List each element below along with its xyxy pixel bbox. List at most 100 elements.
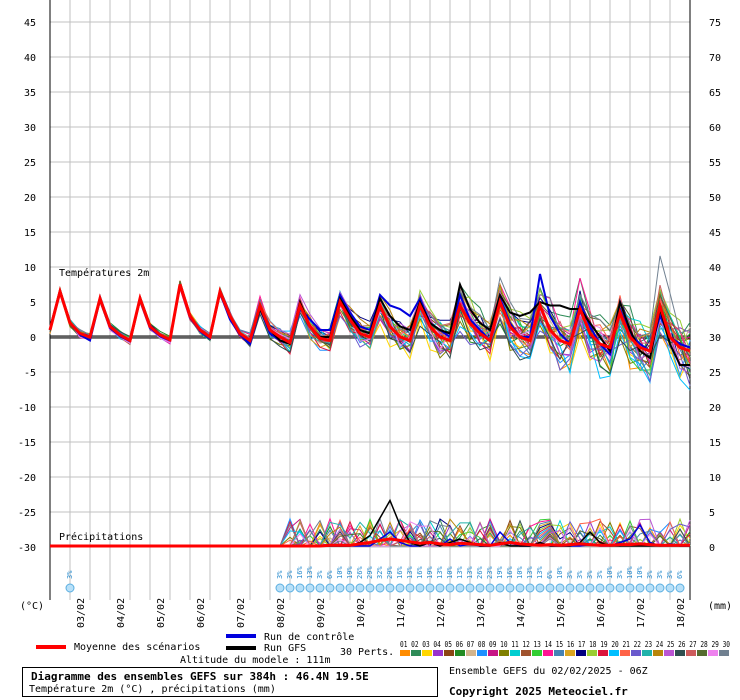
precip-probability-label: 3% [66, 570, 74, 579]
precip-probability-marker [335, 583, 345, 593]
precip-probability-marker [305, 583, 315, 593]
precip-probability-label: 10% [606, 566, 614, 579]
left-tick-label: 40 [24, 53, 36, 64]
legend-pert-swatch [697, 650, 707, 656]
precip-probability-marker [435, 583, 445, 593]
precip-probability-label: 3% [586, 570, 594, 579]
grid [49, 0, 691, 600]
precip-probability-label: 19% [496, 566, 504, 579]
precip-probability-marker [485, 583, 495, 593]
left-tick-label: -30 [18, 543, 36, 554]
precip-probability-marker [415, 583, 425, 593]
right-axis-unit: (mm) [708, 601, 732, 612]
x-date-label: 09/02 [316, 598, 327, 628]
legend-pert-swatches [400, 650, 729, 656]
x-date-label: 17/02 [636, 598, 647, 628]
precip-probability-label: 3% [576, 570, 584, 579]
precip-probability-label: 6% [326, 570, 334, 579]
x-date-label: 06/02 [196, 598, 207, 628]
precip-probability-label: 13% [456, 566, 464, 579]
right-tick-label: 10 [709, 473, 721, 484]
x-axis-date-labels: 03/02 04/02 05/02 06/02 07/02 08/02 09/02 10/02… [76, 598, 687, 628]
precip-probability-marker [275, 583, 285, 593]
run-info: Ensemble GEFS du 02/02/2025 - 06Z [449, 666, 648, 677]
precip-probability-marker [395, 583, 405, 593]
right-tick-label: 65 [709, 88, 721, 99]
legend-pert-swatch [477, 650, 487, 656]
x-date-label: 08/02 [276, 598, 287, 628]
precip-probability-marker [465, 583, 475, 593]
right-tick-label: 50 [709, 193, 721, 204]
left-tick-label: 10 [24, 263, 36, 274]
right-tick-label: 35 [709, 298, 721, 309]
chart-title: Diagramme des ensembles GEFS sur 384h : … [31, 670, 369, 683]
precip-probability-marker [565, 583, 575, 593]
chart-title-box: Diagramme des ensembles GEFS sur 384h : … [22, 667, 438, 697]
legend-pert-swatch [532, 650, 542, 656]
left-tick-label: 15 [24, 228, 36, 239]
left-axis-unit: (°C) [20, 601, 44, 612]
precip-probability-marker [525, 583, 535, 593]
precip-probability-marker [675, 583, 685, 593]
precip-probability-row: 3% 3% 3% 16% 13% 3% 6% 10% 19% 26% 29% 32% 29% 16% 13%… [65, 566, 685, 593]
precip-probability-label: 3% [596, 570, 604, 579]
legend-pert-swatch [576, 650, 586, 656]
precip-probability-marker [455, 583, 465, 593]
precip-probability-label: 10% [626, 566, 634, 579]
precip-probability-marker [405, 583, 415, 593]
right-tick-label: 25 [709, 368, 721, 379]
precip-probability-label: 6% [546, 570, 554, 579]
left-tick-label: 35 [24, 88, 36, 99]
x-date-label: 16/02 [596, 598, 607, 628]
legend-pert-swatch [686, 650, 696, 656]
legend-pert-swatch [664, 650, 674, 656]
precip-probability-marker [375, 583, 385, 593]
precip-probability-label: 26% [476, 566, 484, 579]
precip-probability-marker [635, 583, 645, 593]
precip-probability-marker [625, 583, 635, 593]
precip-probability-marker [645, 583, 655, 593]
legend-pert-swatch [554, 650, 564, 656]
precip-probability-label: 16% [296, 566, 304, 579]
precip-probability-label: 3% [616, 570, 624, 579]
x-date-label: 12/02 [436, 598, 447, 628]
right-tick-label: 75 [709, 18, 721, 29]
x-date-label: 05/02 [156, 598, 167, 628]
right-tick-label: 60 [709, 123, 721, 134]
legend-pert-swatch [510, 650, 520, 656]
precip-probability-label: 13% [406, 566, 414, 579]
left-tick-label: -15 [18, 438, 36, 449]
precip-probability-label: 32% [376, 566, 384, 579]
precip-probability-marker [345, 583, 355, 593]
x-date-label: 18/02 [676, 598, 687, 628]
precip-probability-label: 16% [416, 566, 424, 579]
section-label-precipitation: Précipitations [59, 531, 143, 543]
left-tick-label: 25 [24, 158, 36, 169]
left-tick-label: 30 [24, 123, 36, 134]
precip-probability-marker [295, 583, 305, 593]
precip-probability-label: 29% [386, 566, 394, 579]
legend-pert-swatch [455, 650, 465, 656]
x-date-label: 14/02 [516, 598, 527, 628]
precip-probability-label: 3% [656, 570, 664, 579]
precip-probability-label: 26% [356, 566, 364, 579]
precip-probability-marker [325, 583, 335, 593]
left-tick-label: 5 [30, 298, 36, 309]
precip-probability-marker [385, 583, 395, 593]
precip-probability-label: 10% [556, 566, 564, 579]
precip-probability-marker [425, 583, 435, 593]
precip-probability-label: 13% [436, 566, 444, 579]
precip-probability-marker [585, 583, 595, 593]
right-tick-label: 70 [709, 53, 721, 64]
precip-probability-label: 3% [566, 570, 574, 579]
right-tick-label: 20 [709, 403, 721, 414]
left-tick-label: 20 [24, 193, 36, 204]
precip-probability-label: 3% [276, 570, 284, 579]
left-tick-label: -25 [18, 508, 36, 519]
precip-probability-label: 10% [636, 566, 644, 579]
legend: Moyenne des scénarios Run de contrôle Ru… [36, 631, 730, 658]
series-precip-line [50, 537, 690, 548]
precip-probability-marker [575, 583, 585, 593]
precip-probability-label: 23% [486, 566, 494, 579]
model-altitude: Altitude du modele : 111m [180, 655, 331, 666]
